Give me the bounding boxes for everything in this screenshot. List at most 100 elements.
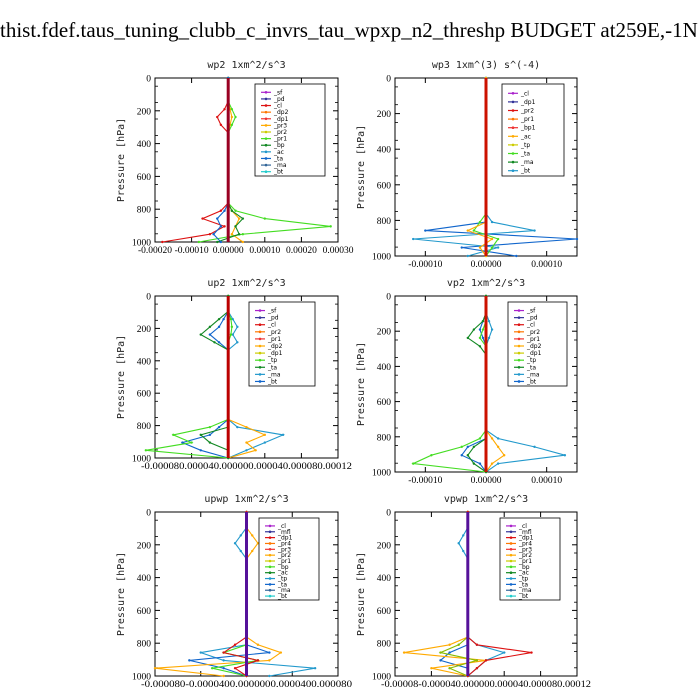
series-point — [460, 445, 463, 449]
chart-title: upwp 1xm^2/s^3 — [204, 494, 288, 505]
legend-marker — [517, 323, 521, 327]
x-tick-label: -0.00010 — [408, 260, 442, 270]
x-tick-label: -0.00010 — [175, 246, 209, 256]
y-axis-label: Pressure [hPa] — [116, 335, 127, 419]
series-point — [229, 317, 233, 321]
series-point — [199, 333, 202, 336]
series-point — [208, 441, 212, 444]
series-point — [222, 659, 225, 662]
legend-label: _cl — [520, 90, 529, 97]
legend-label: _ac — [520, 133, 531, 140]
y-axis-label: Pressure [hPa] — [116, 552, 127, 636]
series-point — [424, 229, 427, 232]
series-point — [481, 336, 485, 340]
series-point — [217, 341, 221, 344]
legend-label: _dp1 — [277, 535, 293, 542]
series-point — [496, 437, 500, 440]
series-point — [490, 462, 494, 465]
legend-marker — [258, 344, 262, 348]
chart-title: vp2 1xm^2/s^3 — [447, 278, 525, 289]
chart-title: wp3 1xm^(3) s^(-4) — [432, 60, 540, 71]
legend-marker — [264, 163, 268, 167]
legend-marker — [517, 316, 521, 319]
legend-label: _pr2 — [526, 329, 540, 336]
series-point — [222, 666, 225, 670]
series-point — [219, 209, 223, 212]
series-point — [487, 336, 491, 340]
legend-label: _bt — [277, 593, 288, 600]
chart-title: up2 1xm^2/s^3 — [207, 278, 285, 289]
legend-label: _pr2 — [267, 329, 281, 336]
legend-marker — [268, 524, 272, 528]
legend-marker — [511, 169, 515, 172]
legend-marker — [258, 365, 262, 369]
y-tick-label: 600 — [377, 398, 392, 408]
legend-marker — [268, 530, 272, 534]
series-point — [466, 254, 469, 258]
series-line-pr2 — [485, 296, 505, 473]
series-point — [472, 445, 476, 449]
series-line-tp — [458, 512, 506, 677]
legend-marker — [509, 548, 513, 551]
series-point — [236, 325, 239, 329]
series-point — [234, 225, 237, 228]
series-point — [241, 217, 245, 220]
legend-label: _ta — [273, 155, 283, 162]
y-tick-label: 1000 — [372, 673, 391, 683]
series-point — [490, 237, 494, 241]
series-line-pr1 — [212, 512, 259, 677]
legend-label: _dp2 — [267, 343, 283, 350]
plot-frame — [154, 77, 339, 243]
series-point — [241, 240, 245, 244]
chart-title: vpwp 1xm^2/s^3 — [444, 494, 528, 505]
series-point — [216, 240, 219, 244]
series-point — [161, 240, 164, 244]
series-point — [217, 317, 221, 321]
chart-panel-6: vpwp 1xm^2/s^3 Pressure [hPa] 0 200 400 600 80… — [356, 494, 591, 690]
series-point — [490, 246, 494, 249]
chart-panel-5: upwp 1xm^2/s^3 Pressure [hPa] 0 200 400 600 80… — [116, 494, 352, 690]
legend-label: _pr1 — [277, 558, 291, 565]
legend-label: _pr3 — [277, 546, 291, 553]
series-point — [236, 341, 239, 344]
series-point — [212, 232, 215, 236]
legend-marker — [509, 536, 513, 539]
series-point — [279, 651, 283, 654]
legend-marker — [268, 577, 272, 580]
series-point — [222, 651, 225, 654]
series-point — [230, 209, 234, 212]
series-point — [239, 534, 242, 537]
legend-label: _ma — [273, 162, 287, 169]
series-point — [478, 345, 482, 348]
y-tick-label: 800 — [137, 206, 152, 216]
series-point — [460, 454, 463, 457]
x-tick-label: 0.00010 — [531, 476, 562, 486]
series-point — [236, 425, 239, 429]
series-point — [222, 317, 225, 321]
series-point — [263, 441, 266, 444]
series-point — [484, 659, 488, 662]
legend-marker — [268, 571, 272, 574]
series-point — [439, 659, 442, 662]
legend-marker — [258, 330, 262, 334]
y-tick-label: 400 — [137, 357, 152, 367]
series-point — [223, 225, 226, 228]
legend-box — [501, 83, 565, 177]
legend-label: _ma — [277, 587, 291, 594]
legend-label: _bp — [518, 564, 530, 571]
legend-label: _ta — [526, 364, 536, 371]
y-tick-label: 600 — [377, 181, 392, 191]
y-axis-label: Pressure [hPa] — [356, 552, 367, 636]
series-point — [448, 666, 451, 670]
legend-marker — [258, 309, 262, 312]
legend-label: _ac — [277, 570, 288, 577]
series-point — [230, 123, 234, 127]
legend-label: _pd — [526, 315, 538, 322]
series-point — [478, 462, 482, 465]
legend-marker — [268, 565, 272, 569]
series-point — [490, 437, 494, 440]
y-tick-label: 200 — [137, 107, 152, 117]
legend-label: _pr2 — [273, 129, 287, 136]
series-point — [234, 115, 237, 119]
series-point — [503, 454, 506, 457]
